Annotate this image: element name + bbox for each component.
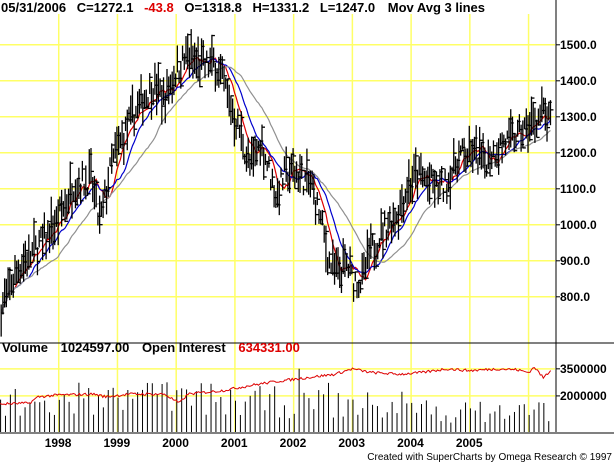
price-tick-label: 1500.0 (560, 38, 597, 52)
header-close: C=1272.1 (77, 0, 134, 15)
year-tick-label: 1998 (45, 436, 72, 450)
volume-value: 1024597.00 (61, 340, 130, 355)
year-tick-label: 2005 (456, 436, 483, 450)
price-tick-label: 1000.0 (560, 218, 597, 232)
volume-tick-label: 2000000 (560, 389, 607, 403)
header-open: O=1318.8 (184, 0, 241, 15)
price-tick-label: 800.0 (560, 290, 590, 304)
header-high: H=1331.2 (252, 0, 309, 15)
year-tick-label: 2003 (338, 436, 365, 450)
price-tick-label: 900.0 (560, 254, 590, 268)
grid-lines (0, 0, 614, 434)
year-tick-label: 2001 (221, 436, 248, 450)
year-tick-label: 2002 (280, 436, 307, 450)
year-tick-label: 2000 (162, 436, 189, 450)
header-study: Mov Avg 3 lines (388, 0, 485, 15)
price-tick-label: 1100.0 (560, 182, 596, 196)
volume-bars (0, 368, 550, 432)
year-tick-label: 1999 (103, 436, 130, 450)
year-tick-label: 2004 (397, 436, 424, 450)
price-tick-label: 1300.0 (560, 110, 597, 124)
volume-tick-label: 3500000 (560, 362, 607, 376)
axis-ticks: 800.0 900.0 1000.0 1100.0 1200.0 1300.0 1400.0… (45, 38, 607, 450)
credit-text: Created with SuperCharts by Omega Resear… (367, 452, 612, 463)
open-interest-series (0, 367, 552, 406)
moving-average-line (0, 65, 551, 314)
price-tick-label: 1200.0 (560, 146, 597, 160)
volume-header: Volume 1024597.00 Open Interest 634331.0… (2, 340, 300, 355)
price-bars (0, 29, 554, 337)
header-change: -43.8 (144, 0, 174, 15)
open-interest-line (0, 367, 552, 406)
header-date: 05/31/2006 (1, 0, 66, 15)
header-line: 05/31/2006 C=1272.1 -43.8 O=1318.8 H=133… (1, 0, 485, 15)
header-low: L=1247.0 (320, 0, 375, 15)
open-interest-label: Open Interest (142, 340, 226, 355)
open-interest-value: 634331.00 (238, 340, 299, 355)
price-tick-label: 1400.0 (560, 74, 597, 88)
volume-label: Volume (2, 340, 48, 355)
